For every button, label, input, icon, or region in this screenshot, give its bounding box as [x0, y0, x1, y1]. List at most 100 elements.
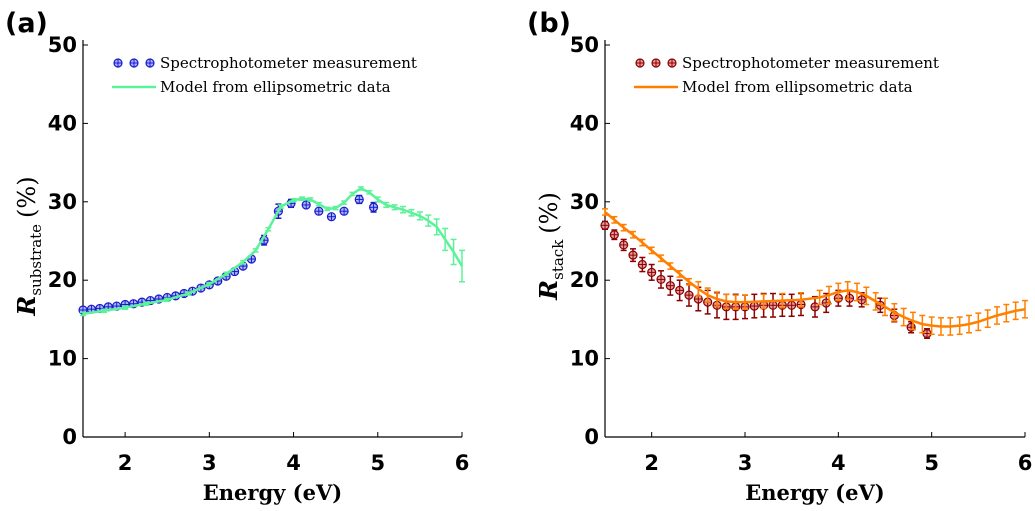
error-bar: [223, 271, 230, 277]
y-tick-label: 10: [570, 347, 599, 371]
y-tick-label: 30: [570, 190, 599, 214]
model-line: [604, 211, 1026, 328]
y-label-unit: (%): [13, 176, 41, 218]
x-tick-label: 5: [924, 451, 939, 475]
error-bar: [143, 301, 150, 307]
error-bar: [164, 297, 171, 303]
marker: [301, 200, 311, 210]
error-bar: [900, 307, 907, 327]
error-bar: [984, 309, 991, 328]
marker: [326, 212, 337, 222]
legend-entry: Spectrophotometer measurement: [113, 54, 417, 72]
marker: [637, 259, 647, 270]
panel-label: (b): [527, 8, 571, 39]
error-bar: [667, 262, 674, 270]
error-bar: [686, 277, 692, 286]
x-tick-label: 6: [1018, 451, 1033, 475]
error-bar: [910, 311, 916, 331]
marker: [667, 58, 677, 68]
legend-label: Spectrophotometer measurement: [682, 54, 939, 72]
error-bar: [298, 196, 305, 201]
error-bar: [391, 204, 398, 211]
error-bar: [779, 292, 786, 309]
panel: (b) 0 10 20 30 40 50 2 3 4 5 6 Energy (eV) Rstack (%) S…: [527, 8, 1032, 505]
error-bar: [966, 314, 972, 334]
marker: [651, 58, 661, 68]
error-bar: [611, 215, 618, 224]
marker: [600, 220, 610, 230]
marker: [656, 274, 666, 285]
error-bar: [658, 254, 664, 263]
error-bar: [332, 205, 339, 211]
legend-label: Model from ellipsometric data: [682, 78, 913, 96]
error-bar: [928, 316, 935, 336]
error-bar: [975, 312, 982, 332]
error-bar: [798, 291, 804, 308]
x-tick-label: 4: [286, 451, 301, 475]
marker: [749, 301, 759, 311]
y-axis-label: Rstack (%): [534, 192, 567, 301]
legend-entry: Spectrophotometer measurement: [635, 54, 939, 72]
marker: [922, 328, 932, 339]
marker: [844, 293, 855, 303]
legend-label: Spectrophotometer measurement: [160, 54, 417, 72]
y-tick-label: 20: [570, 268, 599, 292]
x-tick-label: 6: [455, 451, 470, 475]
error-bar: [1022, 299, 1028, 319]
marker: [339, 206, 349, 216]
marker: [368, 202, 379, 212]
error-bar: [742, 294, 748, 310]
y-label-symbol: R: [534, 280, 563, 301]
marker: [113, 58, 123, 68]
error-bar: [366, 190, 373, 195]
y-tick-label: 30: [48, 190, 77, 214]
marker: [787, 300, 797, 310]
error-bar: [872, 291, 879, 311]
x-tick-label: 3: [202, 451, 217, 475]
error-bar: [122, 305, 129, 310]
error-bar: [433, 218, 440, 236]
error-bar: [620, 223, 627, 232]
marker: [129, 58, 139, 68]
error-bar: [639, 238, 646, 247]
y-tick-label: 20: [48, 268, 77, 292]
error-bar: [602, 208, 608, 216]
error-bar: [290, 197, 297, 203]
marker: [628, 250, 638, 260]
legend-label: Model from ellipsometric data: [160, 78, 391, 96]
error-bar: [835, 282, 842, 302]
x-tick-label: 3: [738, 451, 753, 475]
x-tick-label: 4: [831, 451, 846, 475]
marker: [145, 58, 155, 68]
marker: [857, 295, 867, 305]
error-bar: [816, 289, 823, 306]
error-bar: [374, 196, 381, 203]
error-bar: [357, 186, 364, 191]
y-axis-label: Rsubstrate (%): [12, 176, 45, 316]
error-bar: [265, 226, 272, 232]
error-bar: [826, 285, 832, 305]
legend-entry: Model from ellipsometric data: [112, 78, 391, 96]
legend-entry: Model from ellipsometric data: [634, 78, 913, 96]
error-bar: [1012, 301, 1019, 321]
error-bar: [324, 206, 331, 212]
marker: [647, 267, 657, 277]
error-bar: [947, 317, 954, 336]
error-bar: [206, 281, 213, 287]
error-bar: [341, 200, 348, 205]
marker: [619, 240, 629, 250]
marker: [609, 230, 619, 240]
error-bar: [240, 259, 247, 265]
error-bar: [101, 308, 108, 314]
y-tick-label: 10: [48, 347, 77, 371]
y-tick-label: 50: [570, 33, 599, 57]
error-bar: [349, 191, 356, 197]
error-bar: [185, 291, 192, 296]
error-bar: [400, 205, 407, 214]
error-bar: [956, 316, 963, 336]
y-tick-label: 50: [48, 33, 77, 57]
error-bar: [442, 227, 449, 252]
error-bar: [882, 297, 888, 317]
marker: [314, 206, 324, 216]
